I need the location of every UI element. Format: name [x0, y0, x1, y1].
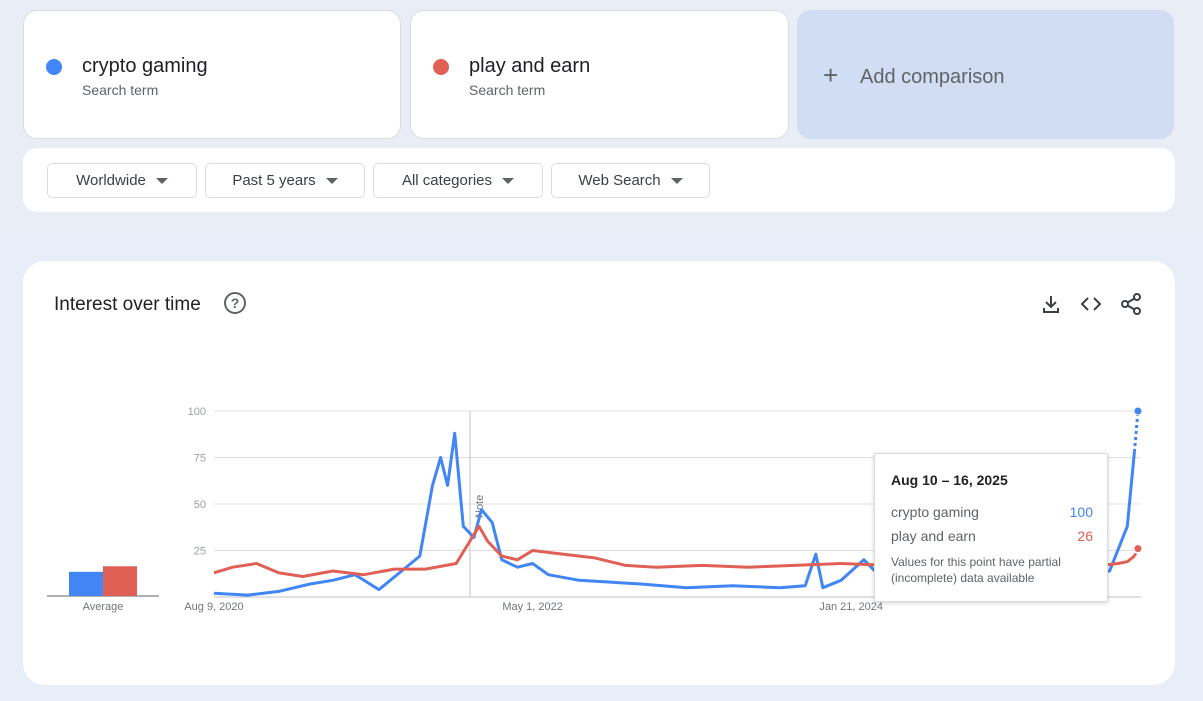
- search-term-label[interactable]: play and earn: [469, 55, 591, 77]
- x-tick-label: Jan 21, 2024: [819, 601, 883, 613]
- category-value: All categories: [401, 172, 493, 189]
- tooltip-series-value: 100: [1069, 504, 1093, 520]
- y-tick-label: 100: [188, 406, 206, 418]
- tooltip-row: play and earn 26: [891, 528, 1093, 544]
- caret-down-icon: [670, 177, 683, 184]
- series-color-dot: [46, 59, 62, 75]
- search-term-label[interactable]: crypto gaming: [82, 55, 208, 77]
- region-value: Worldwide: [76, 172, 146, 189]
- tooltip-date: Aug 10 – 16, 2025: [891, 472, 1008, 488]
- tooltip-note-line: Values for this point have partial: [891, 555, 1061, 569]
- embed-code-icon[interactable]: [1080, 293, 1102, 315]
- series-color-dot: [433, 59, 449, 75]
- search-type-value: Web Search: [578, 172, 661, 189]
- average-label: Average: [83, 601, 124, 613]
- x-tick-label: May 1, 2022: [502, 601, 563, 613]
- caret-down-icon: [325, 177, 338, 184]
- x-tick-label: Aug 9, 2020: [184, 601, 243, 613]
- search-term-card-2[interactable]: play and earn Search term: [410, 10, 789, 139]
- interest-over-time-card: Interest over time ? Average 25 50 75 100 N…: [23, 261, 1175, 685]
- search-term-type: Search term: [469, 82, 546, 98]
- add-comparison-button[interactable]: + Add comparison: [797, 10, 1174, 139]
- region-dropdown[interactable]: Worldwide: [47, 163, 197, 198]
- filter-bar: Worldwide Past 5 years All categories We…: [23, 148, 1175, 212]
- tooltip-series-value: 26: [1077, 528, 1093, 544]
- average-bar: [69, 571, 103, 596]
- y-tick-label: 25: [194, 546, 206, 558]
- category-dropdown[interactable]: All categories: [373, 163, 543, 198]
- tooltip-partial-note: Values for this point have partial (inco…: [891, 554, 1101, 586]
- y-tick-label: 75: [194, 453, 206, 465]
- time-range-dropdown[interactable]: Past 5 years: [205, 163, 365, 198]
- time-range-value: Past 5 years: [232, 172, 316, 189]
- tooltip-series-name: play and earn: [891, 528, 976, 544]
- search-term-card-1[interactable]: crypto gaming Search term: [23, 10, 401, 139]
- x-axis-ticks: Aug 9, 2020 May 1, 2022 Jan 21, 2024: [184, 601, 883, 613]
- partial-data-segment: [1132, 410, 1140, 453]
- tooltip-note-line: (incomplete) data available: [891, 571, 1035, 585]
- chart-title: Interest over time: [54, 294, 201, 315]
- data-tooltip: Aug 10 – 16, 2025 crypto gaming 100 play…: [874, 453, 1108, 602]
- average-bar: [103, 566, 137, 596]
- search-type-dropdown[interactable]: Web Search: [551, 163, 710, 198]
- caret-down-icon: [155, 177, 168, 184]
- tooltip-row: crypto gaming 100: [891, 504, 1093, 520]
- hover-point[interactable]: [1133, 406, 1143, 416]
- hover-point[interactable]: [1133, 544, 1143, 554]
- average-chart: Average: [47, 566, 159, 613]
- tooltip-series-name: crypto gaming: [891, 504, 979, 520]
- help-icon[interactable]: ?: [224, 292, 246, 314]
- plus-icon: +: [823, 60, 839, 90]
- search-term-type: Search term: [82, 82, 159, 98]
- add-comparison-label: Add comparison: [860, 66, 1005, 88]
- caret-down-icon: [502, 177, 515, 184]
- share-icon[interactable]: [1120, 293, 1142, 315]
- y-tick-label: 50: [194, 499, 206, 511]
- download-icon[interactable]: [1040, 293, 1062, 315]
